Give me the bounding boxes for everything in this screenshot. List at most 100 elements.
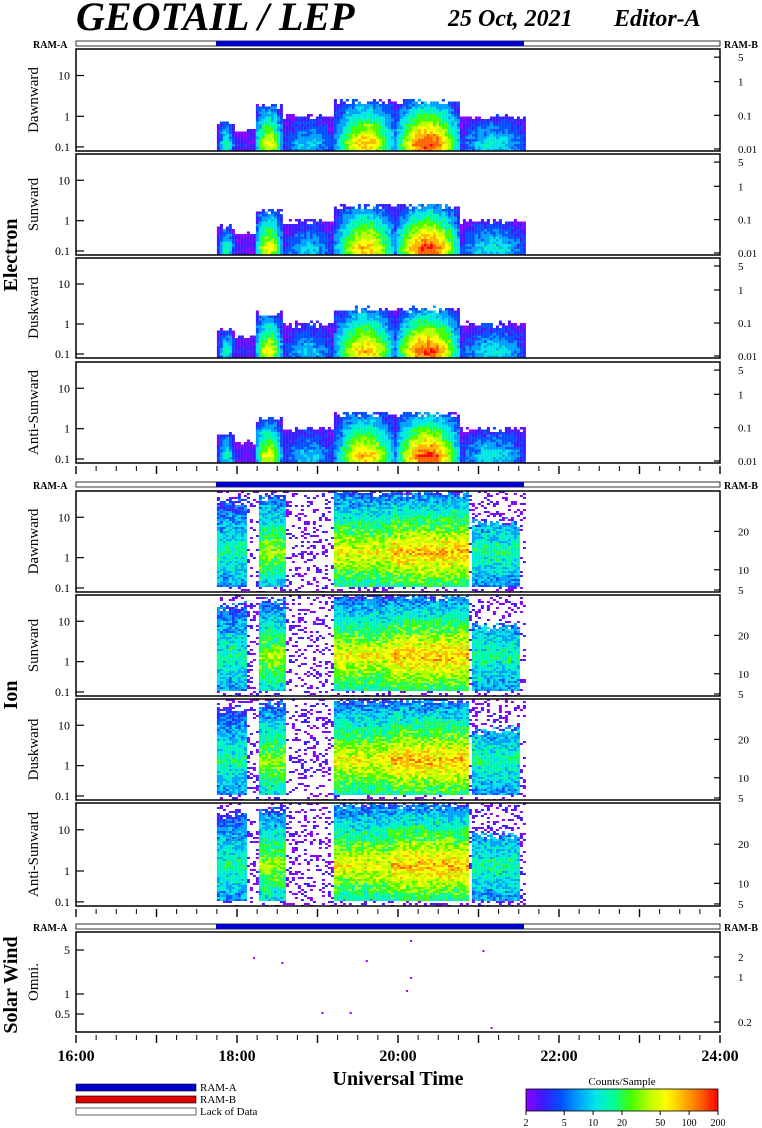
- spectrogram-cell: [423, 355, 427, 358]
- spectrogram-cell: [393, 226, 397, 229]
- spectrogram-cell: [510, 239, 514, 242]
- spectrogram-cell: [318, 141, 322, 144]
- spectrogram-cell: [438, 353, 442, 356]
- spectrogram-cell: [327, 134, 331, 137]
- spectrogram-cell: [333, 239, 337, 242]
- spectrogram-cell: [471, 126, 475, 129]
- spectrogram-cell: [504, 251, 508, 254]
- spectrogram-cell: [384, 340, 388, 343]
- spectrogram-cell: [327, 126, 331, 129]
- spectrogram-cell: [336, 348, 340, 351]
- spectrogram-cell: [357, 343, 361, 346]
- spectrogram-cell: [417, 340, 421, 343]
- spectrogram-cell: [327, 139, 331, 142]
- spectrogram-cell: [408, 211, 412, 214]
- spectrogram-cell: [345, 229, 349, 232]
- spectrogram-cell: [495, 246, 499, 249]
- spectrogram-cell: [405, 111, 409, 114]
- spectrogram-cell: [408, 239, 412, 242]
- spectrogram-cell: [486, 234, 490, 237]
- spectrogram-cell: [366, 244, 370, 247]
- spectrogram-cell: [330, 119, 334, 122]
- spectrogram-cell: [228, 330, 232, 333]
- spectrogram-cell: [234, 350, 238, 353]
- spectrogram-cell: [339, 121, 343, 124]
- spectrogram-cell: [273, 109, 277, 112]
- spectrogram-cell: [399, 126, 403, 129]
- spectrogram-cell: [486, 333, 490, 336]
- spectrogram-cell: [360, 236, 364, 239]
- spectrogram-cell: [420, 345, 424, 348]
- spectrogram-cell: [216, 330, 220, 333]
- spectrogram-cell: [435, 320, 439, 323]
- spectrogram-cell: [495, 119, 499, 122]
- spectrogram-cell: [297, 119, 301, 122]
- spectrogram-cell: [447, 323, 451, 326]
- spectrogram-cell: [432, 251, 436, 254]
- spectrogram-cell: [423, 111, 427, 114]
- spectrogram-cell: [489, 330, 493, 333]
- spectrogram-cell: [375, 313, 379, 316]
- spectrogram-cell: [249, 251, 253, 254]
- spectrogram-cell: [342, 121, 346, 124]
- spectrogram-cell: [426, 111, 430, 114]
- spectrogram-cell: [327, 239, 331, 242]
- spectrogram-cell: [321, 343, 325, 346]
- spectrogram-cell: [507, 131, 511, 134]
- spectrogram-cell: [297, 141, 301, 144]
- spectrogram-cell: [498, 328, 502, 331]
- spectrogram-cell: [402, 126, 406, 129]
- spectrogram-cell: [237, 350, 241, 353]
- spectrogram-cell: [243, 249, 247, 252]
- spectrogram-cell: [459, 338, 463, 341]
- spectrogram-cell: [519, 119, 523, 122]
- spectrogram-cell: [363, 146, 367, 149]
- spectrogram-cell: [231, 236, 235, 239]
- spectrogram-cell: [366, 124, 370, 127]
- spectrogram-cell: [522, 139, 526, 142]
- spectrogram-cell: [417, 221, 421, 224]
- spectrogram-cell: [321, 340, 325, 343]
- spectrogram-cell: [345, 325, 349, 328]
- spectrogram-cell: [519, 134, 523, 137]
- spectrogram-cell: [369, 149, 373, 151]
- spectrogram-cell: [321, 350, 325, 353]
- spectrogram-cell: [462, 219, 466, 222]
- spectrogram-cell: [312, 325, 316, 328]
- spectrogram-cell: [336, 246, 340, 249]
- spectrogram-cell: [477, 343, 481, 346]
- spectrogram-cell: [342, 355, 346, 358]
- spectrogram-cell: [435, 328, 439, 331]
- spectrogram-cell: [399, 229, 403, 232]
- spectrogram-cell: [360, 328, 364, 331]
- spectrogram-cell: [471, 343, 475, 346]
- spectrogram-cell: [360, 224, 364, 227]
- spectrogram-cell: [333, 101, 337, 104]
- spectrogram-cell: [297, 224, 301, 227]
- spectrogram-cell: [354, 211, 358, 214]
- spectrogram-cell: [252, 353, 256, 356]
- spectrogram-cell: [456, 353, 460, 356]
- spectrogram-cell: [429, 315, 433, 318]
- spectrogram-cell: [321, 325, 325, 328]
- spectrogram-cell: [249, 335, 253, 338]
- spectrogram-cell: [492, 221, 496, 224]
- spectrogram-cell: [483, 131, 487, 134]
- spectrogram-cell: [306, 328, 310, 331]
- spectrogram-cell: [396, 109, 400, 112]
- spectrogram-cell: [480, 146, 484, 149]
- spectrogram-cell: [228, 246, 232, 249]
- spectrogram-cell: [288, 244, 292, 247]
- spectrogram-cell: [258, 214, 262, 217]
- spectrogram-cell: [282, 136, 286, 139]
- spectrogram-cell: [255, 226, 259, 229]
- spectrogram-cell: [339, 231, 343, 234]
- spectrogram-cell: [339, 343, 343, 346]
- spectrogram-cell: [249, 139, 253, 142]
- spectrogram-cell: [453, 116, 457, 119]
- spectrogram-cell: [474, 246, 478, 249]
- spectrogram-cell: [450, 114, 454, 117]
- spectrogram-cell: [453, 131, 457, 134]
- spectrogram-cell: [462, 246, 466, 249]
- spectrogram-cell: [492, 343, 496, 346]
